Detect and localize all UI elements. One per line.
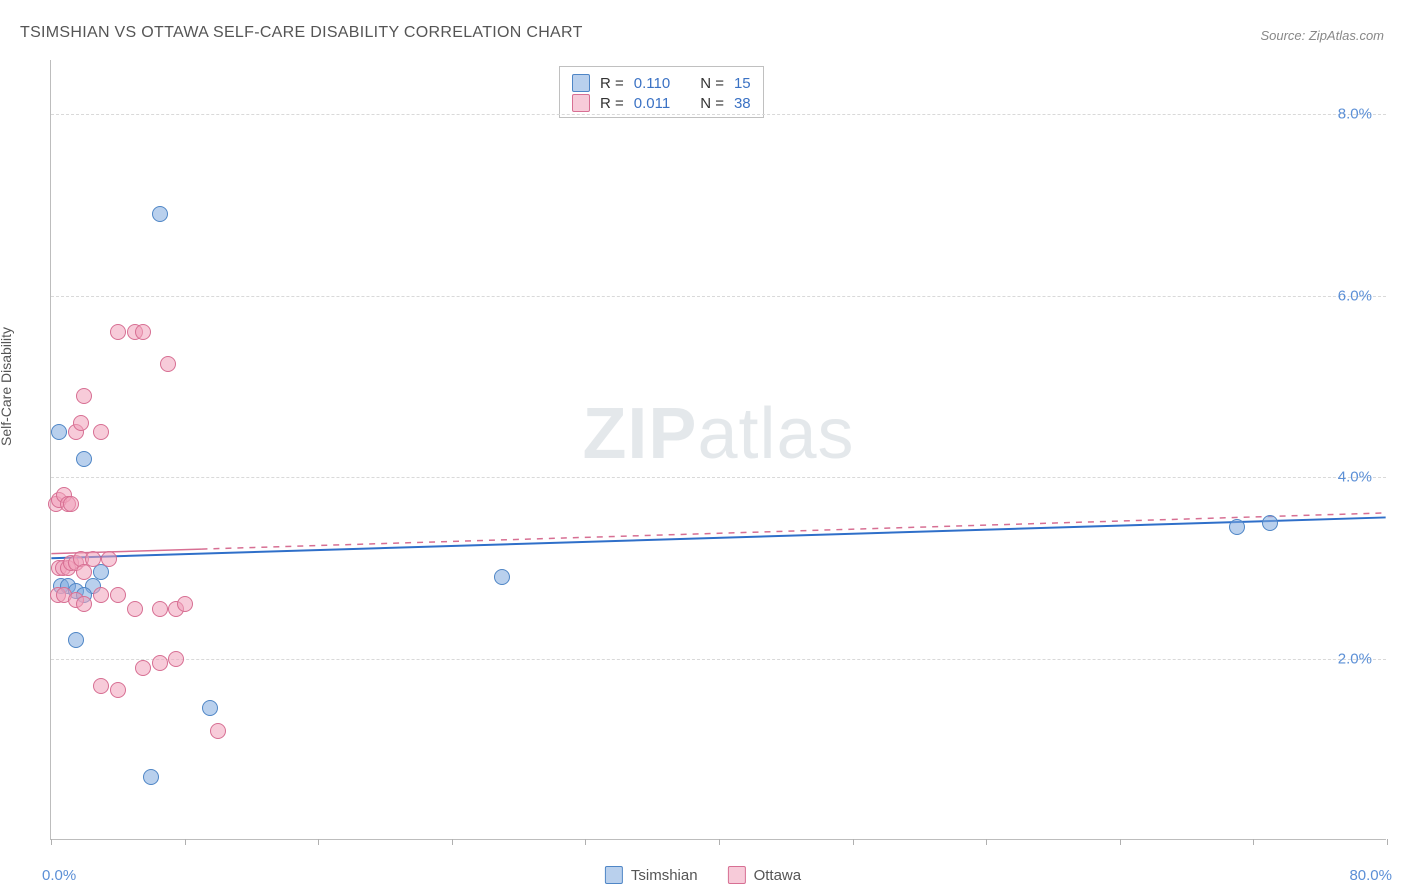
data-point bbox=[93, 587, 109, 603]
stats-box: R =0.110N =15R =0.011N =38 bbox=[559, 66, 764, 118]
data-point bbox=[51, 424, 67, 440]
data-point bbox=[76, 388, 92, 404]
gridline bbox=[51, 477, 1386, 478]
legend-swatch bbox=[728, 866, 746, 884]
x-axis-max-label: 80.0% bbox=[1349, 867, 1392, 884]
x-tick bbox=[1253, 839, 1254, 845]
x-axis-min-label: 0.0% bbox=[42, 867, 76, 884]
legend: Tsimshian Ottawa bbox=[605, 866, 801, 884]
data-point bbox=[152, 206, 168, 222]
plot-area: ZIPatlas R =0.110N =15R =0.011N =38 2.0%… bbox=[50, 60, 1386, 840]
data-point bbox=[202, 700, 218, 716]
data-point bbox=[110, 587, 126, 603]
gridline bbox=[51, 659, 1386, 660]
watermark: ZIPatlas bbox=[582, 393, 854, 475]
y-tick-label: 6.0% bbox=[1338, 287, 1372, 304]
data-point bbox=[152, 655, 168, 671]
x-tick bbox=[51, 839, 52, 845]
x-tick bbox=[185, 839, 186, 845]
legend-label: Ottawa bbox=[754, 867, 802, 884]
x-tick bbox=[585, 839, 586, 845]
data-point bbox=[85, 551, 101, 567]
y-tick-label: 2.0% bbox=[1338, 650, 1372, 667]
x-tick bbox=[986, 839, 987, 845]
gridline bbox=[51, 114, 1386, 115]
gridline bbox=[51, 296, 1386, 297]
data-point bbox=[101, 551, 117, 567]
chart-title: TSIMSHIAN VS OTTAWA SELF-CARE DISABILITY… bbox=[20, 24, 583, 42]
data-point bbox=[135, 324, 151, 340]
legend-swatch bbox=[572, 74, 590, 92]
stats-row: R =0.110N =15 bbox=[572, 73, 751, 93]
x-tick bbox=[719, 839, 720, 845]
data-point bbox=[68, 632, 84, 648]
data-point bbox=[1262, 515, 1278, 531]
legend-swatch bbox=[605, 866, 623, 884]
data-point bbox=[63, 496, 79, 512]
stats-row: R =0.011N =38 bbox=[572, 93, 751, 113]
legend-item: Ottawa bbox=[728, 866, 802, 884]
x-tick bbox=[1387, 839, 1388, 845]
data-point bbox=[76, 564, 92, 580]
x-tick bbox=[452, 839, 453, 845]
data-point bbox=[76, 451, 92, 467]
data-point bbox=[143, 769, 159, 785]
data-point bbox=[152, 601, 168, 617]
data-point bbox=[168, 651, 184, 667]
y-tick-label: 4.0% bbox=[1338, 469, 1372, 486]
data-point bbox=[93, 678, 109, 694]
data-point bbox=[110, 324, 126, 340]
data-point bbox=[110, 682, 126, 698]
data-point bbox=[494, 569, 510, 585]
data-point bbox=[73, 415, 89, 431]
data-point bbox=[93, 424, 109, 440]
data-point bbox=[135, 660, 151, 676]
source-label: Source: ZipAtlas.com bbox=[1260, 28, 1384, 43]
legend-label: Tsimshian bbox=[631, 867, 698, 884]
legend-swatch bbox=[572, 94, 590, 112]
x-tick bbox=[318, 839, 319, 845]
data-point bbox=[1229, 519, 1245, 535]
y-tick-label: 8.0% bbox=[1338, 106, 1372, 123]
data-point bbox=[160, 356, 176, 372]
regression-lines bbox=[51, 60, 1386, 839]
legend-item: Tsimshian bbox=[605, 866, 698, 884]
data-point bbox=[177, 596, 193, 612]
data-point bbox=[93, 564, 109, 580]
data-point bbox=[76, 596, 92, 612]
data-point bbox=[127, 601, 143, 617]
data-point bbox=[210, 723, 226, 739]
y-axis-label: Self-Care Disability bbox=[0, 327, 14, 446]
x-tick bbox=[1120, 839, 1121, 845]
x-tick bbox=[853, 839, 854, 845]
